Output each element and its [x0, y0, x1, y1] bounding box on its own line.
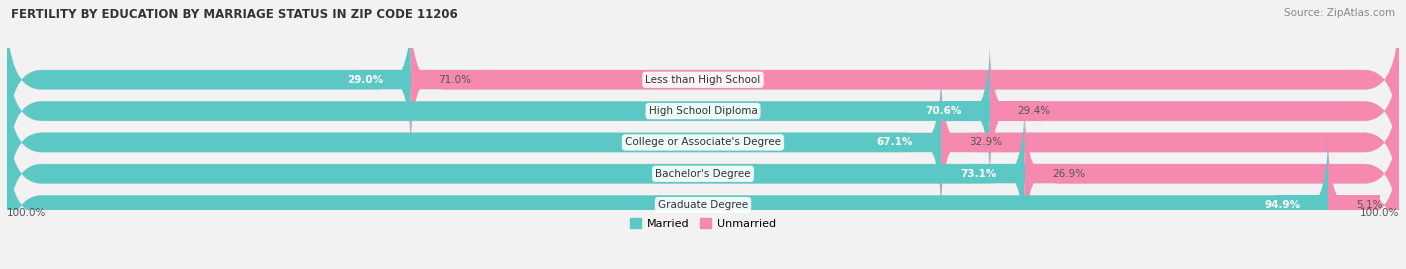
Text: 26.9%: 26.9% — [1052, 169, 1085, 179]
FancyBboxPatch shape — [7, 136, 1399, 269]
Text: 100.0%: 100.0% — [7, 208, 46, 218]
Bar — [889, 133, 941, 152]
FancyBboxPatch shape — [7, 105, 1025, 242]
Bar — [990, 101, 1042, 121]
Text: Bachelor's Degree: Bachelor's Degree — [655, 169, 751, 179]
Bar — [1329, 195, 1381, 215]
Text: College or Associate's Degree: College or Associate's Degree — [626, 137, 780, 147]
Text: Source: ZipAtlas.com: Source: ZipAtlas.com — [1284, 8, 1395, 18]
Text: Less than High School: Less than High School — [645, 75, 761, 85]
FancyBboxPatch shape — [1025, 105, 1399, 242]
Text: 71.0%: 71.0% — [439, 75, 471, 85]
Text: 29.4%: 29.4% — [1018, 106, 1050, 116]
Text: 100.0%: 100.0% — [1360, 208, 1399, 218]
FancyBboxPatch shape — [7, 105, 1399, 242]
FancyBboxPatch shape — [7, 43, 990, 180]
Bar — [973, 164, 1025, 183]
Text: 5.1%: 5.1% — [1355, 200, 1382, 210]
FancyBboxPatch shape — [1329, 136, 1399, 269]
FancyBboxPatch shape — [7, 74, 1399, 211]
Text: 29.0%: 29.0% — [347, 75, 382, 85]
FancyBboxPatch shape — [990, 43, 1399, 180]
FancyBboxPatch shape — [411, 11, 1399, 148]
FancyBboxPatch shape — [7, 136, 1329, 269]
FancyBboxPatch shape — [7, 11, 411, 148]
Text: 67.1%: 67.1% — [877, 137, 912, 147]
Bar — [1025, 164, 1077, 183]
Text: Graduate Degree: Graduate Degree — [658, 200, 748, 210]
Text: 94.9%: 94.9% — [1264, 200, 1301, 210]
Text: 32.9%: 32.9% — [969, 137, 1002, 147]
Text: 70.6%: 70.6% — [925, 106, 962, 116]
FancyBboxPatch shape — [941, 74, 1399, 211]
Text: High School Diploma: High School Diploma — [648, 106, 758, 116]
Text: FERTILITY BY EDUCATION BY MARRIAGE STATUS IN ZIP CODE 11206: FERTILITY BY EDUCATION BY MARRIAGE STATU… — [11, 8, 458, 21]
Bar — [411, 70, 463, 90]
FancyBboxPatch shape — [7, 74, 941, 211]
Bar — [359, 70, 411, 90]
Bar — [938, 101, 990, 121]
Legend: Married, Unmarried: Married, Unmarried — [626, 214, 780, 233]
Bar — [1275, 195, 1329, 215]
FancyBboxPatch shape — [7, 43, 1399, 180]
Text: 73.1%: 73.1% — [960, 169, 997, 179]
Bar — [941, 133, 993, 152]
FancyBboxPatch shape — [7, 11, 1399, 148]
